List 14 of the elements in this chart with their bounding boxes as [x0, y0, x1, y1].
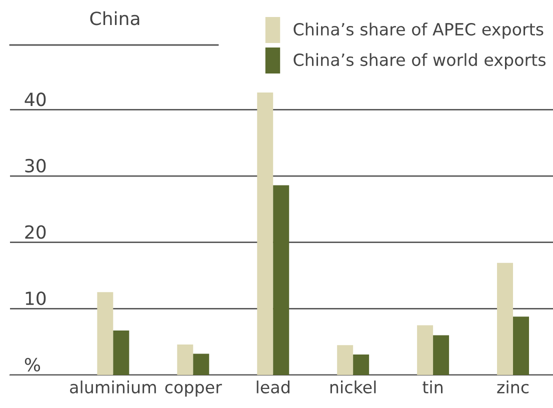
y-tick-label: 10 [26, 292, 46, 306]
x-tick-label: aluminium [70, 380, 156, 394]
x-tick-label: tin [422, 380, 442, 394]
x-tick-label: lead [256, 380, 290, 394]
y-tick-label: 20 [25, 225, 46, 239]
text: China [90, 11, 140, 26]
y-tick-label: 40 [24, 92, 46, 106]
x-tick-label: zinc [497, 380, 529, 394]
y-tick-label: 30 [25, 158, 46, 173]
y-tick-label: % [24, 358, 40, 372]
legend-label: China’s share of world exports [294, 53, 546, 70]
legend-label: China’s share of APEC exports [294, 22, 544, 39]
x-tick-label: copper [165, 384, 222, 397]
x-tick-label: nickel [330, 380, 376, 394]
